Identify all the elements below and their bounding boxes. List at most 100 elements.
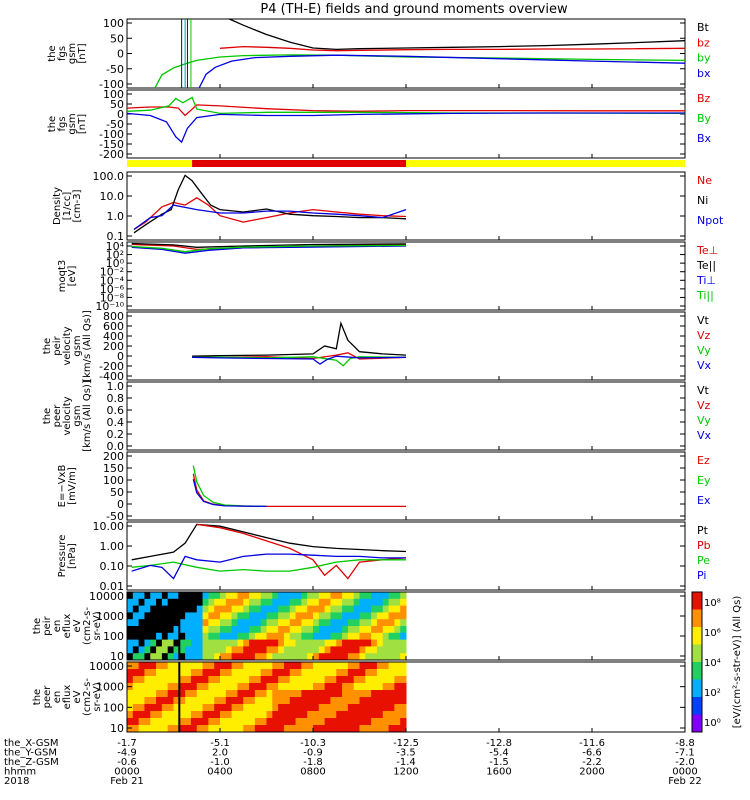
heatmap-cell: [330, 653, 337, 661]
y-tick-label: 10⁻⁶: [100, 283, 125, 296]
heatmap-cell: [289, 639, 297, 647]
heatmap-cell: [336, 605, 343, 613]
heatmap-cell: [167, 639, 174, 647]
heatmap-cell: [301, 704, 308, 712]
y-axis-label: the: [47, 116, 58, 132]
series-line: [192, 465, 267, 508]
heatmap-cell: [376, 711, 384, 719]
heatmap-cell: [150, 592, 157, 600]
heatmap-cell: [307, 711, 314, 719]
y-tick-label: -50: [106, 63, 124, 76]
heatmap-cell: [336, 639, 343, 647]
heatmap-cell: [161, 639, 169, 647]
heatmap-cell: [272, 605, 279, 613]
heatmap-cell: [371, 711, 378, 719]
heatmap-cell: [243, 725, 250, 733]
heatmap-cell: [283, 725, 291, 733]
axis-row-value: -4.9: [117, 748, 137, 759]
heatmap-cell: [289, 669, 297, 677]
heatmap-cell: [249, 639, 256, 647]
heatmap-cell: [324, 619, 331, 627]
heatmap-cell: [313, 605, 320, 613]
y-axis-label: the: [42, 408, 53, 424]
heatmap-cell: [167, 669, 174, 677]
heatmap-cell: [318, 676, 326, 684]
heatmap-cell: [208, 646, 215, 654]
heatmap-cell: [225, 676, 233, 684]
heatmap-cell: [347, 683, 355, 691]
y-tick-label: 0: [117, 498, 124, 511]
heatmap-cell: [225, 725, 233, 733]
y-tick-label: 10⁻²: [100, 266, 124, 279]
heatmap-cell: [289, 653, 297, 661]
heatmap-cell: [161, 704, 169, 712]
year-label: 2018: [4, 776, 29, 787]
heatmap-cell: [144, 639, 151, 647]
heatmap-cell: [324, 605, 331, 613]
heatmap-cell: [289, 683, 297, 691]
heatmap-cell: [150, 697, 157, 705]
heatmap-cell: [249, 711, 256, 719]
heatmap-cell: [231, 619, 238, 627]
heatmap-cell: [185, 662, 192, 670]
heatmap-cell: [324, 612, 331, 620]
heatmap-cell: [249, 626, 256, 634]
heatmap-cell: [202, 718, 209, 726]
heatmap-cell: [249, 612, 256, 620]
heatmap-cell: [330, 683, 337, 691]
heatmap-cell: [138, 646, 145, 654]
legend-entry: Bz: [697, 92, 711, 105]
heatmap-cell: [214, 653, 221, 661]
heatmap-cell: [347, 592, 355, 600]
series-line: [126, 96, 686, 115]
heatmap-cell: [231, 605, 238, 613]
heatmap-cell: [376, 653, 384, 661]
heatmap-cell: [394, 632, 401, 641]
heatmap-cell: [167, 632, 174, 641]
heatmap-cell: [330, 605, 337, 613]
heatmap-cell: [272, 704, 279, 712]
heatmap-cell: [330, 592, 337, 600]
heatmap-cell: [347, 662, 355, 670]
heatmap-cell: [260, 646, 267, 654]
heatmap-cell: [324, 592, 331, 600]
axis-row-value: -3.5: [396, 748, 416, 759]
heatmap-cell: [394, 662, 401, 670]
heatmap-cell: [283, 612, 291, 620]
heatmap-cell: [400, 683, 407, 691]
heatmap-cell: [313, 653, 320, 661]
axis-row-value: -7.1: [675, 748, 695, 759]
heatmap-cell: [388, 725, 395, 733]
heatmap-cell: [190, 653, 198, 661]
heatmap-cell: [243, 598, 250, 607]
heatmap-cell: [260, 612, 267, 620]
heatmap-cell: [307, 718, 314, 726]
heatmap-cell: [342, 653, 349, 661]
heatmap-cell: [150, 612, 157, 620]
heatmap-cell: [173, 704, 180, 712]
heatmap-cell: [150, 646, 157, 654]
heatmap-cell: [278, 704, 285, 712]
colorbar: 10⁸ 10⁶ 10⁴ 10² 10⁰ [eV/(cm²-s-str-eV)] (All …: [691, 591, 743, 733]
heatmap-cell: [208, 669, 215, 677]
heatmap-cell: [254, 690, 262, 698]
colorbar-tick-label: 10⁶: [704, 628, 721, 639]
heatmap-cell: [266, 683, 273, 691]
heatmap-cell: [173, 718, 180, 726]
heatmap-cell: [313, 619, 320, 627]
heatmap-cell: [359, 676, 366, 684]
y-tick-label: -150: [99, 138, 124, 151]
legend-entry: Vy: [697, 414, 711, 427]
heatmap-cell: [179, 711, 186, 719]
heatmap-cell: [359, 653, 366, 661]
heatmap-cell: [394, 704, 401, 712]
heatmap-cell: [237, 711, 244, 719]
heatmap-cell: [283, 711, 291, 719]
heatmap-cell: [167, 646, 174, 654]
heatmap-cell: [179, 612, 186, 620]
heatmap-cell: [272, 619, 279, 627]
panel-frame: [126, 311, 686, 381]
heatmap-cell: [347, 619, 355, 627]
heatmap-cell: [342, 718, 349, 726]
heatmap-cell: [231, 639, 238, 647]
